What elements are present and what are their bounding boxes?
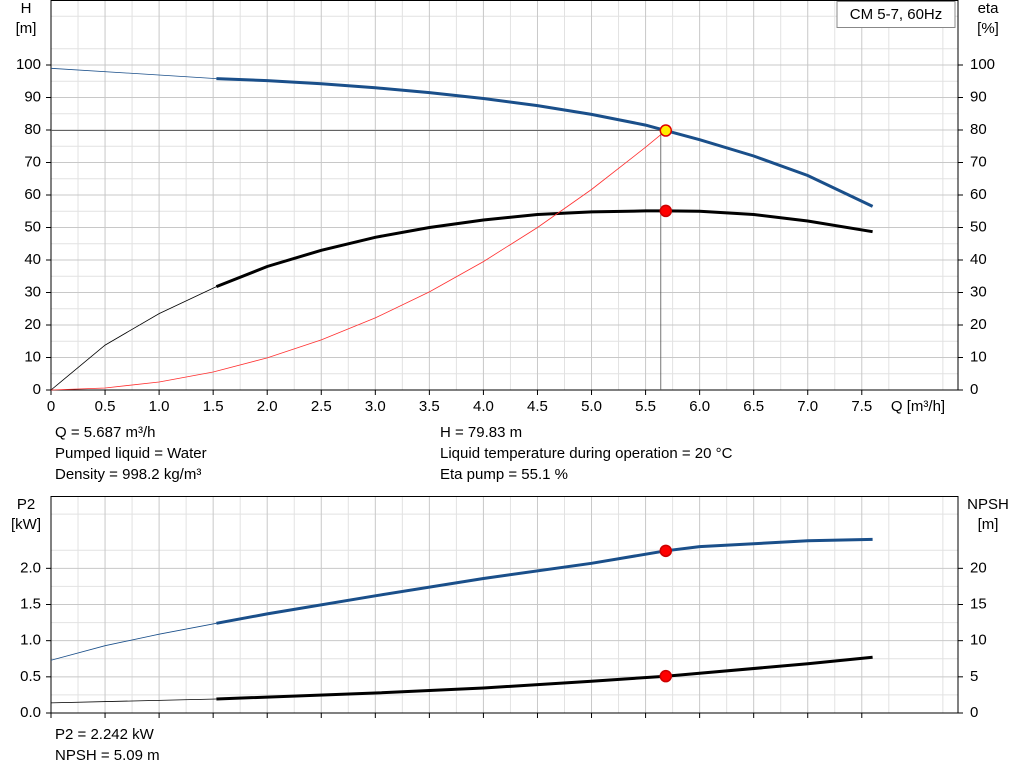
plot-frame [50, 496, 959, 714]
curve [50, 130, 667, 391]
y-tick-label: 0.5 [20, 668, 41, 685]
curve [50, 286, 217, 391]
x-tick-label: 1.0 [149, 398, 170, 415]
x-tick-label: 0.5 [95, 398, 116, 415]
label-box-text: CM 5-7, 60Hz [850, 6, 943, 23]
y2-tick-label: 15 [970, 595, 987, 612]
y-tick-label: 1.5 [20, 595, 41, 612]
info-text: Liquid temperature during operation = 20… [440, 445, 733, 462]
y-tick-label: 50 [24, 218, 41, 235]
y2-tick-label: 40 [970, 251, 987, 268]
curve [215, 209, 873, 288]
y2-tick-label: 60 [970, 186, 987, 203]
y2-tick-label: 0 [970, 704, 978, 721]
y2-axis-label: eta [978, 0, 1000, 17]
y2-tick-label: 20 [970, 559, 987, 576]
x-tick-label: 2.5 [311, 398, 332, 415]
y2-tick-label: 5 [970, 668, 978, 685]
y-tick-label: 1.0 [20, 632, 41, 649]
y2-tick-label: 10 [970, 348, 987, 365]
info-text: P2 = 2.242 kW [55, 726, 155, 743]
y-tick-label: 10 [24, 348, 41, 365]
curve [50, 622, 217, 661]
x-tick-label: 0 [47, 398, 55, 415]
y-tick-label: 80 [24, 121, 41, 138]
x-tick-label: 7.5 [851, 398, 872, 415]
operating-point [659, 124, 673, 137]
y-tick-label: 90 [24, 88, 41, 105]
x-tick-label: 3.5 [419, 398, 440, 415]
y-axis-label: H [21, 0, 32, 17]
y-tick-label: 0.0 [20, 704, 41, 721]
curve [50, 67, 217, 79]
y-tick-label: 2.0 [20, 559, 41, 576]
y2-tick-label: 50 [970, 218, 987, 235]
y-tick-label: 30 [24, 283, 41, 300]
y2-tick-label: 10 [970, 632, 987, 649]
x-tick-label: 4.0 [473, 398, 494, 415]
y-axis-label: [m] [16, 20, 37, 37]
x-axis-label: Q [m³/h] [891, 398, 945, 415]
y2-axis-label: [m] [978, 516, 999, 533]
y2-tick-label: 70 [970, 153, 987, 170]
x-tick-label: 6.0 [689, 398, 710, 415]
info-text: H = 79.83 m [440, 424, 522, 441]
plot-frame [50, 0, 959, 391]
x-tick-label: 7.0 [797, 398, 818, 415]
curve [216, 77, 874, 208]
info-text: Q = 5.687 m³/h [55, 424, 155, 441]
y2-tick-label: 0 [970, 381, 978, 398]
info-text: Density = 998.2 kg/m³ [55, 466, 201, 483]
y-tick-label: 70 [24, 153, 41, 170]
y-axis-label: P2 [17, 496, 35, 513]
y2-axis-label: NPSH [967, 496, 1009, 513]
y2-tick-label: 30 [970, 283, 987, 300]
y2-tick-label: 90 [970, 88, 987, 105]
x-tick-label: 1.5 [203, 398, 224, 415]
label-box [836, 1, 956, 28]
x-tick-label: 3.0 [365, 398, 386, 415]
y-tick-label: 40 [24, 251, 41, 268]
y2-tick-label: 20 [970, 316, 987, 333]
y-tick-label: 20 [24, 316, 41, 333]
y2-tick-label: 100 [970, 56, 995, 73]
y2-tick-label: 80 [970, 121, 987, 138]
y-axis-label: [kW] [11, 516, 41, 533]
x-tick-label: 2.0 [257, 398, 278, 415]
info-text: Pumped liquid = Water [55, 445, 207, 462]
info-text: Eta pump = 55.1 % [440, 466, 568, 483]
x-tick-label: 5.5 [635, 398, 656, 415]
operating-point [659, 669, 673, 683]
y-tick-label: 0 [33, 381, 41, 398]
curve [50, 698, 217, 704]
curve [216, 537, 873, 625]
y2-axis-label: [%] [977, 20, 999, 37]
operating-point [659, 544, 673, 558]
operating-point [659, 204, 673, 218]
x-tick-label: 4.5 [527, 398, 548, 415]
info-text: NPSH = 5.09 m [55, 747, 160, 764]
x-tick-label: 6.5 [743, 398, 764, 415]
curve [216, 655, 873, 701]
x-tick-label: 5.0 [581, 398, 602, 415]
y-tick-label: 100 [16, 56, 41, 73]
y-tick-label: 60 [24, 186, 41, 203]
